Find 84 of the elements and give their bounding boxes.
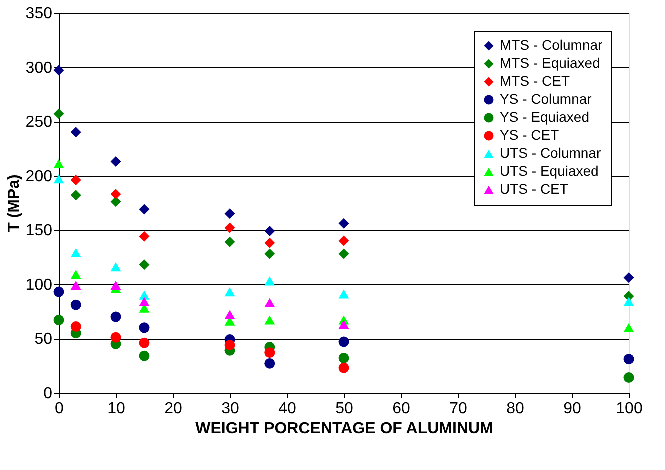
point [264, 226, 276, 236]
point [70, 280, 82, 290]
point [110, 312, 122, 322]
point [54, 286, 64, 298]
point [224, 310, 236, 320]
point [54, 174, 64, 184]
point [338, 353, 350, 364]
point [624, 297, 634, 306]
point [224, 236, 236, 248]
legend-label: MTS - Equiaxed [500, 55, 600, 71]
point [224, 287, 236, 297]
legend-label: UTS - CET [500, 181, 569, 197]
point [54, 159, 64, 168]
y-tick-label: 350 [26, 6, 53, 22]
point [70, 300, 82, 310]
point [224, 222, 236, 234]
point [264, 316, 276, 325]
point [110, 189, 122, 200]
point [70, 127, 82, 138]
point [54, 108, 64, 120]
x-tick-label: 100 [616, 400, 643, 418]
point [264, 358, 276, 369]
point [110, 156, 122, 167]
legend-label: MTS - CET [500, 73, 570, 89]
x-tick-label: 10 [108, 400, 126, 418]
x-tick-label: 50 [336, 400, 354, 418]
point [264, 348, 276, 358]
y-tick-label: 150 [26, 222, 53, 240]
point [624, 372, 634, 384]
x-tick-label: 40 [278, 400, 296, 418]
x-tick-label: 20 [164, 400, 182, 418]
point [110, 332, 122, 343]
point [70, 174, 82, 186]
x-tick-label: 60 [392, 400, 410, 418]
point [624, 354, 634, 365]
point [264, 238, 276, 248]
x-tick-label: 0 [55, 400, 64, 418]
point [139, 231, 150, 242]
point [70, 322, 82, 332]
point [54, 65, 64, 76]
point [338, 320, 350, 330]
legend-label: YS - CET [500, 127, 560, 143]
point [624, 272, 634, 284]
point [264, 298, 276, 308]
x-tick-label: 90 [564, 400, 582, 418]
x-tick-label: 30 [222, 400, 240, 418]
point [338, 236, 350, 246]
point [264, 276, 276, 286]
point [110, 280, 122, 290]
legend-label: UTS - Columnar [500, 145, 602, 161]
y-tick-label: 250 [26, 114, 53, 132]
legend-label: YS - Equiaxed [500, 109, 590, 125]
y-tick-label: 50 [34, 331, 53, 348]
point [70, 248, 82, 258]
legend-label: UTS - Equiaxed [500, 163, 599, 179]
point [70, 190, 82, 201]
point [54, 315, 64, 326]
point [70, 270, 82, 280]
point [139, 297, 150, 306]
x-axis-title: WEIGHT PORCENTAGE OF ALUMINUM [196, 420, 494, 438]
x-tick-label: 70 [450, 400, 468, 418]
point [139, 260, 150, 270]
point [338, 290, 350, 299]
point [139, 204, 150, 215]
y-tick-label: 0 [44, 386, 53, 402]
y-axis-title: T (MPa) [6, 174, 23, 232]
point [264, 248, 276, 260]
legend-label: MTS - Columnar [500, 37, 604, 53]
y-tick-label: 300 [26, 60, 53, 77]
point [224, 340, 236, 350]
point [338, 248, 350, 260]
point [224, 208, 236, 220]
y-tick-label: 200 [26, 168, 53, 186]
point [624, 323, 634, 332]
point [139, 338, 150, 348]
legend-label: YS - Columnar [500, 91, 592, 107]
y-tick-label: 100 [26, 276, 53, 294]
x-tick-label: 80 [506, 400, 524, 418]
point [338, 336, 350, 348]
point [338, 218, 350, 229]
point [110, 262, 122, 272]
point [139, 350, 150, 362]
point [338, 362, 350, 374]
point [139, 322, 150, 334]
